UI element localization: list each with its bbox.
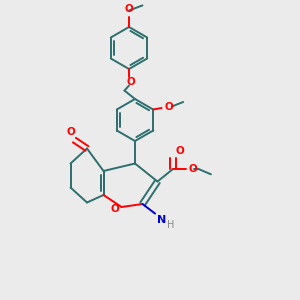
Text: O: O: [66, 127, 75, 137]
Text: O: O: [124, 4, 134, 14]
Text: O: O: [176, 146, 184, 156]
Text: O: O: [127, 76, 136, 87]
Text: O: O: [110, 204, 119, 214]
Text: O: O: [189, 164, 197, 174]
Text: O: O: [165, 102, 173, 112]
Text: H: H: [167, 220, 174, 230]
Text: N: N: [158, 215, 167, 225]
